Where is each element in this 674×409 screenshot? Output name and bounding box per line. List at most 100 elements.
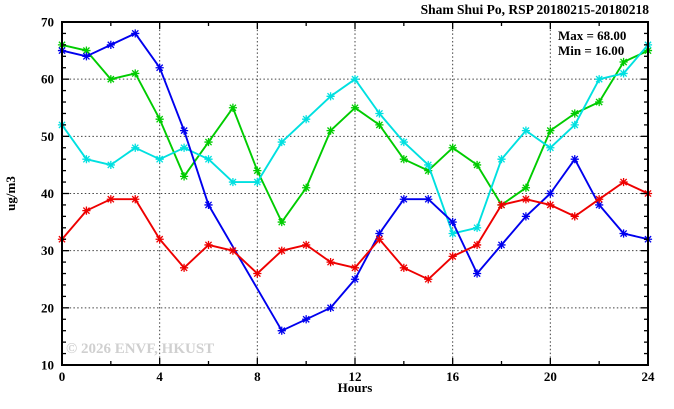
blue-series-marker bbox=[570, 155, 579, 164]
cyan-series-marker bbox=[619, 69, 628, 78]
red-series-marker bbox=[472, 240, 482, 250]
green-series-marker bbox=[277, 217, 286, 227]
blue-series-marker bbox=[497, 240, 506, 250]
red-series-marker bbox=[204, 240, 213, 250]
cyan-series-marker bbox=[472, 223, 482, 232]
blue-series-marker bbox=[546, 189, 555, 198]
x-tick-label: 20 bbox=[544, 369, 557, 384]
y-tick-label: 30 bbox=[41, 243, 54, 258]
red-series-marker bbox=[326, 258, 335, 267]
green-series-marker bbox=[521, 183, 531, 192]
cyan-series-marker bbox=[326, 92, 335, 101]
blue-series-marker bbox=[179, 126, 189, 135]
y-tick-label: 70 bbox=[41, 15, 54, 30]
green-series-marker bbox=[82, 46, 91, 55]
cyan-series-marker bbox=[570, 120, 579, 129]
blue-series-marker bbox=[375, 229, 384, 238]
x-axis-label: Hours bbox=[338, 380, 373, 395]
x-tick-label: 24 bbox=[642, 369, 656, 384]
red-series-marker bbox=[228, 246, 238, 255]
y-tick-label: 50 bbox=[41, 129, 54, 144]
grid bbox=[62, 22, 648, 365]
green-series-marker bbox=[350, 103, 360, 112]
blue-series-marker bbox=[424, 195, 433, 204]
x-tick-label: 4 bbox=[156, 369, 163, 384]
blue-series-marker bbox=[106, 40, 115, 49]
green-series-marker bbox=[326, 126, 335, 135]
blue-series-marker bbox=[472, 269, 482, 278]
red-series-marker bbox=[619, 177, 628, 187]
x-tick-label: 8 bbox=[254, 369, 261, 384]
blue-series-marker bbox=[595, 200, 604, 210]
red-series-marker bbox=[179, 263, 189, 272]
cyan-series bbox=[57, 40, 653, 238]
red-series-marker bbox=[375, 235, 384, 244]
x-tick-label: 12 bbox=[349, 369, 362, 384]
y-tick-label: 10 bbox=[41, 358, 54, 373]
red-series-marker bbox=[277, 246, 286, 255]
cyan-series-marker bbox=[253, 177, 262, 187]
cyan-series-marker bbox=[82, 155, 91, 164]
green-series-marker bbox=[399, 155, 408, 164]
cyan-series-marker bbox=[521, 126, 531, 135]
cyan-series-marker bbox=[497, 155, 506, 164]
red-series-marker bbox=[546, 200, 555, 210]
max-annotation: Max = 68.00 bbox=[558, 28, 626, 43]
red-series-marker bbox=[424, 275, 433, 284]
blue-series-marker bbox=[155, 63, 164, 72]
green-series-marker bbox=[228, 103, 238, 112]
cyan-series-marker bbox=[277, 137, 286, 147]
x-tick-label: 0 bbox=[59, 369, 66, 384]
green-series-marker bbox=[155, 115, 164, 124]
green-series-marker bbox=[131, 69, 140, 78]
cyan-series-marker bbox=[204, 155, 213, 164]
green-series-marker bbox=[375, 120, 384, 129]
cyan-series-marker bbox=[375, 109, 384, 118]
red-series-marker bbox=[131, 195, 140, 204]
red-series-marker bbox=[570, 212, 579, 221]
green-series-marker bbox=[204, 137, 213, 147]
blue-series-marker bbox=[302, 315, 311, 324]
cyan-series-marker bbox=[106, 160, 115, 170]
green-series-marker bbox=[253, 166, 262, 175]
blue-series-marker bbox=[350, 275, 360, 284]
red-series-marker bbox=[497, 200, 506, 210]
cyan-series-marker bbox=[302, 115, 311, 124]
blue-series-marker bbox=[448, 217, 457, 227]
min-annotation: Min = 16.00 bbox=[558, 43, 624, 58]
cyan-series-marker bbox=[546, 143, 555, 152]
cyan-series-marker bbox=[179, 143, 189, 152]
red-series-marker bbox=[155, 235, 164, 244]
cyan-series-marker bbox=[399, 137, 408, 147]
green-series-marker bbox=[179, 172, 189, 181]
green-series-marker bbox=[106, 75, 115, 84]
blue-series-marker bbox=[521, 212, 531, 221]
red-series-marker bbox=[595, 195, 604, 204]
green-series-marker bbox=[448, 143, 457, 152]
blue-series-marker bbox=[82, 52, 91, 61]
y-tick-label: 20 bbox=[41, 300, 54, 315]
green-series-marker bbox=[595, 97, 604, 107]
green-series-marker bbox=[570, 109, 579, 118]
red-series-marker bbox=[82, 206, 91, 215]
blue-series-marker bbox=[204, 200, 213, 210]
red-series-marker bbox=[106, 195, 115, 204]
cyan-series-marker bbox=[155, 155, 164, 164]
cyan-series-marker bbox=[448, 229, 457, 238]
cyan-series-marker bbox=[228, 177, 238, 187]
blue-series-marker bbox=[619, 229, 628, 238]
cyan-series-marker bbox=[350, 75, 360, 84]
watermark: © 2026 ENVF, HKUST bbox=[66, 341, 214, 357]
blue-series-marker bbox=[326, 303, 335, 312]
blue-series-marker bbox=[399, 195, 408, 204]
red-series-marker bbox=[302, 240, 311, 250]
green-series-marker bbox=[619, 57, 628, 67]
y-axis-label: ug/m3 bbox=[3, 176, 18, 211]
cyan-series-marker bbox=[424, 160, 433, 170]
red-series-marker bbox=[399, 263, 408, 272]
cyan-series-marker bbox=[131, 143, 140, 152]
chart-title: Sham Shui Po, RSP 20180215-20180218 bbox=[421, 2, 650, 17]
plot-frame bbox=[61, 21, 649, 366]
